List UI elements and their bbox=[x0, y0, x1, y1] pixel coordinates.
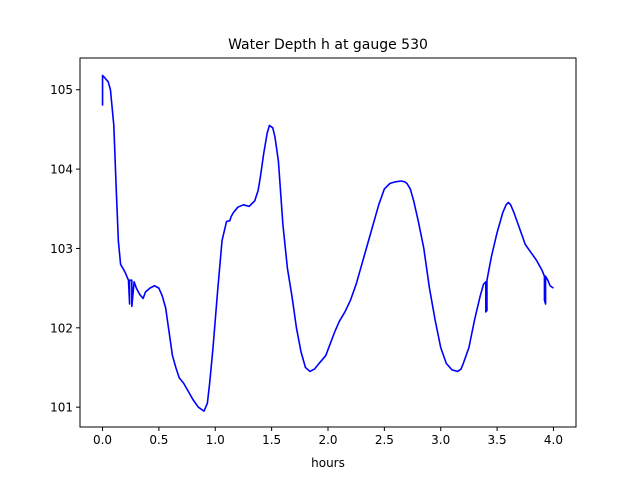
x-tick-label: 3.5 bbox=[488, 433, 507, 447]
x-tick-label: 0.5 bbox=[149, 433, 168, 447]
y-tick-label: 101 bbox=[50, 401, 73, 415]
series-layer bbox=[101, 74, 554, 412]
y-tick-label: 103 bbox=[50, 242, 73, 256]
x-tick-label: 0.0 bbox=[93, 433, 112, 447]
x-axis-label: hours bbox=[311, 456, 345, 470]
x-tick-label: 2.5 bbox=[375, 433, 394, 447]
series-line-0 bbox=[101, 74, 554, 412]
chart-title: Water Depth h at gauge 530 bbox=[228, 37, 428, 53]
y-tick-label: 102 bbox=[50, 321, 73, 335]
x-tick-label: 2.0 bbox=[318, 433, 337, 447]
x-axis: 0.0 0.5 1.0 1.5 2.0 2.5 3.0 3.5 4.0 bbox=[93, 427, 563, 447]
x-tick-label: 1.0 bbox=[206, 433, 225, 447]
y-axis: 101 102 103 104 105 bbox=[50, 83, 80, 415]
y-tick-label: 105 bbox=[50, 83, 73, 97]
x-tick-label: 4.0 bbox=[544, 433, 563, 447]
x-tick-label: 3.0 bbox=[431, 433, 450, 447]
y-tick-label: 104 bbox=[50, 163, 73, 177]
x-tick-label: 1.5 bbox=[262, 433, 281, 447]
